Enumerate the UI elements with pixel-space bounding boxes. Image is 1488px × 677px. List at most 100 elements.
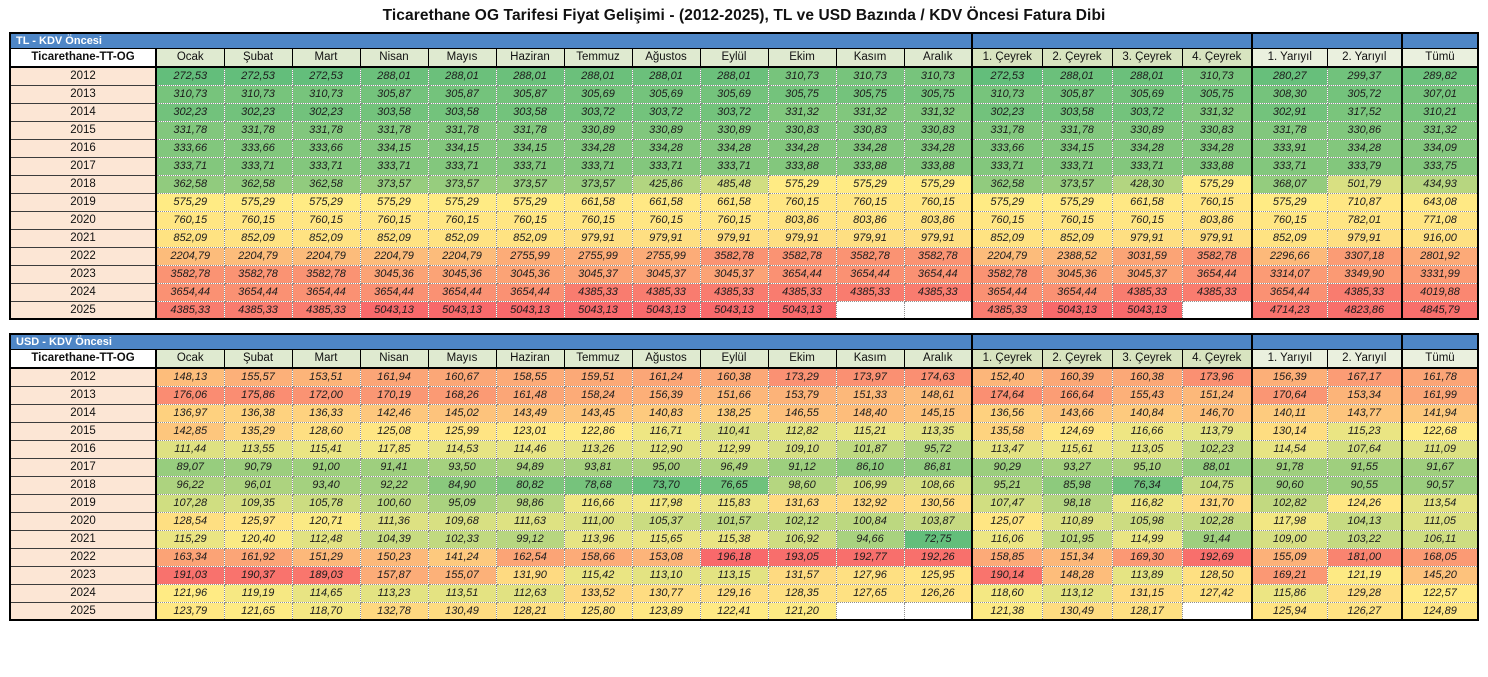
value-cell[interactable]: 2204,79 bbox=[359, 246, 429, 266]
value-cell[interactable]: 288,01 bbox=[699, 66, 769, 86]
value-cell[interactable]: 362,58 bbox=[155, 174, 225, 194]
value-cell[interactable]: 126,26 bbox=[903, 583, 973, 603]
value-cell[interactable]: 331,78 bbox=[223, 120, 293, 140]
value-cell[interactable]: 575,29 bbox=[971, 192, 1043, 212]
value-cell[interactable]: 91,00 bbox=[291, 457, 361, 477]
value-cell[interactable]: 130,49 bbox=[427, 601, 497, 621]
value-cell[interactable]: 136,56 bbox=[971, 403, 1043, 423]
value-cell[interactable]: 852,09 bbox=[155, 228, 225, 248]
value-cell[interactable]: 760,15 bbox=[563, 210, 633, 230]
value-cell[interactable]: 151,29 bbox=[291, 547, 361, 567]
value-cell[interactable]: 158,66 bbox=[563, 547, 633, 567]
value-cell[interactable]: 143,49 bbox=[495, 403, 565, 423]
value-cell[interactable]: 334,28 bbox=[767, 138, 837, 158]
value-cell[interactable]: 575,29 bbox=[495, 192, 565, 212]
value-cell[interactable]: 190,37 bbox=[223, 565, 293, 585]
value-cell[interactable]: 104,13 bbox=[1326, 511, 1403, 531]
value-cell[interactable]: 73,70 bbox=[631, 475, 701, 495]
value-cell[interactable]: 331,78 bbox=[1041, 120, 1113, 140]
year-cell[interactable]: 2021 bbox=[9, 529, 157, 549]
value-cell[interactable]: 94,89 bbox=[495, 457, 565, 477]
value-cell[interactable]: 105,78 bbox=[291, 493, 361, 513]
value-cell[interactable]: 123,01 bbox=[495, 421, 565, 441]
value-cell[interactable]: 330,83 bbox=[1181, 120, 1253, 140]
value-cell[interactable]: 3045,37 bbox=[699, 264, 769, 284]
month-header[interactable]: Ocak bbox=[155, 47, 225, 68]
value-cell[interactable]: 190,14 bbox=[971, 565, 1043, 585]
value-cell[interactable]: 333,71 bbox=[971, 156, 1043, 176]
value-cell[interactable]: 334,28 bbox=[1111, 138, 1183, 158]
value-cell[interactable]: 979,91 bbox=[903, 228, 973, 248]
value-cell[interactable]: 760,15 bbox=[631, 210, 701, 230]
value-cell[interactable]: 115,61 bbox=[1041, 439, 1113, 459]
value-cell[interactable]: 334,28 bbox=[631, 138, 701, 158]
value-cell[interactable]: 575,29 bbox=[1041, 192, 1113, 212]
value-cell[interactable]: 118,60 bbox=[971, 583, 1043, 603]
value-cell[interactable]: 105,37 bbox=[631, 511, 701, 531]
value-cell[interactable]: 110,41 bbox=[699, 421, 769, 441]
value-cell[interactable]: 4385,33 bbox=[971, 300, 1043, 320]
value-cell[interactable]: 93,50 bbox=[427, 457, 497, 477]
value-cell[interactable]: 333,75 bbox=[1401, 156, 1479, 176]
value-cell[interactable]: 98,18 bbox=[1041, 493, 1113, 513]
value-cell[interactable]: 333,88 bbox=[767, 156, 837, 176]
value-cell[interactable]: 305,75 bbox=[1181, 84, 1253, 104]
value-cell[interactable]: 161,92 bbox=[223, 547, 293, 567]
value-cell[interactable]: 174,64 bbox=[971, 385, 1043, 405]
value-cell[interactable]: 156,39 bbox=[1251, 367, 1328, 387]
value-cell[interactable]: 3654,44 bbox=[291, 282, 361, 302]
value-cell[interactable]: 288,01 bbox=[427, 66, 497, 86]
value-cell[interactable]: 151,34 bbox=[1041, 547, 1113, 567]
year-cell[interactable]: 2013 bbox=[9, 385, 157, 405]
value-cell[interactable]: 95,21 bbox=[971, 475, 1043, 495]
value-cell[interactable]: 125,94 bbox=[1251, 601, 1328, 621]
value-cell[interactable]: 140,11 bbox=[1251, 403, 1328, 423]
value-cell[interactable]: 109,10 bbox=[767, 439, 837, 459]
value-cell[interactable]: 115,41 bbox=[291, 439, 361, 459]
month-header[interactable]: Ağustos bbox=[631, 47, 701, 68]
value-cell[interactable]: 107,28 bbox=[155, 493, 225, 513]
value-cell[interactable]: 125,99 bbox=[427, 421, 497, 441]
value-cell[interactable]: 128,60 bbox=[291, 421, 361, 441]
value-cell[interactable]: 119,19 bbox=[223, 583, 293, 603]
value-cell-empty[interactable] bbox=[1181, 300, 1253, 320]
value-cell[interactable]: 111,05 bbox=[1401, 511, 1479, 531]
half-year-header[interactable]: 2. Yarıyıl bbox=[1326, 348, 1403, 369]
value-cell[interactable]: 91,12 bbox=[767, 457, 837, 477]
value-cell[interactable]: 4823,86 bbox=[1326, 300, 1403, 320]
year-cell[interactable]: 2023 bbox=[9, 565, 157, 585]
value-cell[interactable]: 979,91 bbox=[1181, 228, 1253, 248]
value-cell[interactable]: 172,00 bbox=[291, 385, 361, 405]
value-cell[interactable]: 760,15 bbox=[223, 210, 293, 230]
value-cell[interactable]: 113,23 bbox=[359, 583, 429, 603]
value-cell[interactable]: 100,84 bbox=[835, 511, 905, 531]
value-cell[interactable]: 113,10 bbox=[631, 565, 701, 585]
value-cell[interactable]: 5043,13 bbox=[1111, 300, 1183, 320]
value-cell[interactable]: 106,92 bbox=[767, 529, 837, 549]
value-cell[interactable]: 333,66 bbox=[291, 138, 361, 158]
value-cell[interactable]: 153,08 bbox=[631, 547, 701, 567]
value-cell[interactable]: 852,09 bbox=[1251, 228, 1328, 248]
value-cell[interactable]: 333,88 bbox=[903, 156, 973, 176]
value-cell[interactable]: 5043,13 bbox=[699, 300, 769, 320]
value-cell[interactable]: 157,87 bbox=[359, 565, 429, 585]
value-cell[interactable]: 4385,33 bbox=[1181, 282, 1253, 302]
value-cell[interactable]: 129,28 bbox=[1326, 583, 1403, 603]
value-cell[interactable]: 305,75 bbox=[903, 84, 973, 104]
quarter-header[interactable]: 4. Çeyrek bbox=[1181, 348, 1253, 369]
value-cell[interactable]: 330,89 bbox=[699, 120, 769, 140]
value-cell[interactable]: 4385,33 bbox=[1326, 282, 1403, 302]
value-cell[interactable]: 330,89 bbox=[563, 120, 633, 140]
year-cell[interactable]: 2022 bbox=[9, 246, 157, 266]
value-cell[interactable]: 305,72 bbox=[1326, 84, 1403, 104]
value-cell[interactable]: 95,72 bbox=[903, 439, 973, 459]
value-cell[interactable]: 3349,90 bbox=[1326, 264, 1403, 284]
month-header[interactable]: Nisan bbox=[359, 47, 429, 68]
value-cell[interactable]: 2204,79 bbox=[223, 246, 293, 266]
value-cell[interactable]: 106,11 bbox=[1401, 529, 1479, 549]
year-cell[interactable]: 2024 bbox=[9, 583, 157, 603]
value-cell[interactable]: 331,32 bbox=[903, 102, 973, 122]
value-cell[interactable]: 173,96 bbox=[1181, 367, 1253, 387]
value-cell[interactable]: 979,91 bbox=[1111, 228, 1183, 248]
value-cell[interactable]: 113,89 bbox=[1111, 565, 1183, 585]
